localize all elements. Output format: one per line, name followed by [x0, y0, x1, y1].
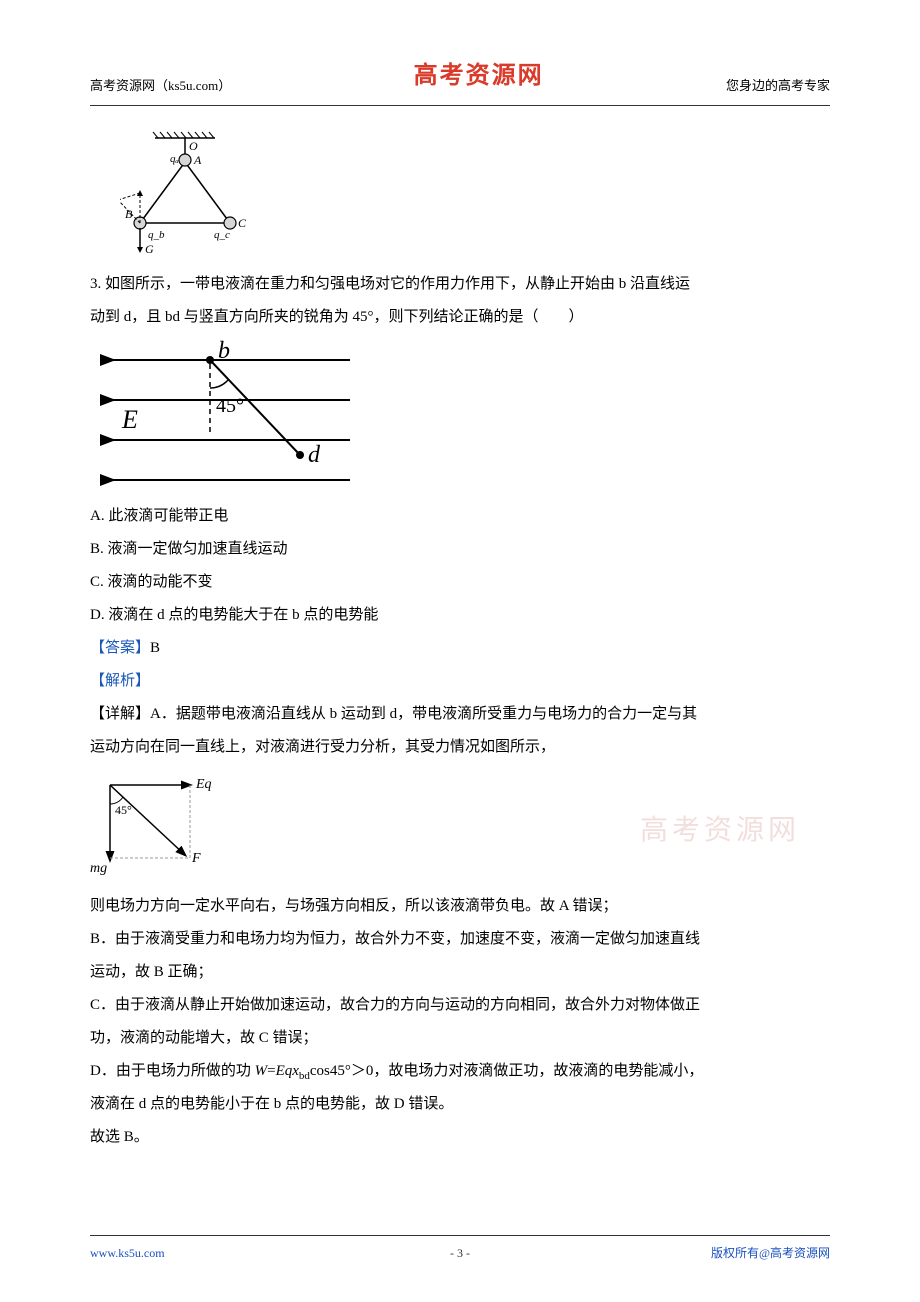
svg-text:E: E	[121, 405, 138, 434]
q3-detail-d1: D．由于电场力所做的功 W=Eqxbdcos45°＞0，故电场力对液滴做正功，故…	[90, 1055, 830, 1088]
figure-force: Eq mg F 45°	[90, 770, 830, 880]
answer-label: 【答案】	[90, 640, 150, 656]
svg-text:45°: 45°	[115, 803, 132, 817]
q3-option-a: A. 此液滴可能带正电	[90, 500, 830, 533]
q3-final: 故选 B。	[90, 1121, 830, 1154]
d-W: W	[255, 1063, 268, 1079]
page-header: 高考资源网（ks5u.com） 高考资源网 您身边的高考专家	[90, 48, 830, 106]
d-eq: =	[267, 1063, 275, 1079]
answer-value: B	[150, 640, 160, 656]
footer-page-number: - 3 -	[450, 1240, 470, 1266]
d-sub: bd	[299, 1070, 310, 1082]
page-footer: www.ks5u.com - 3 - 版权所有@高考资源网	[90, 1235, 830, 1266]
header-right: 您身边的高考专家	[726, 72, 830, 101]
q3-answer: 【答案】B	[90, 632, 830, 665]
q3-detail-a-conclude: 则电场力方向一定水平向右，与场强方向相反，所以该液滴带负电。故 A 错误；	[90, 890, 830, 923]
svg-text:Eq: Eq	[195, 777, 212, 792]
q3-detail-d2: 液滴在 d 点的电势能小于在 b 点的电势能，故 D 错误。	[90, 1088, 830, 1121]
q3-detail-b2: 运动，故 B 正确；	[90, 956, 830, 989]
q3-option-c: C. 液滴的动能不变	[90, 566, 830, 599]
svg-text:A: A	[193, 153, 202, 167]
q3-detail-c2: 功，液滴的动能增大，故 C 错误；	[90, 1022, 830, 1055]
q3-detail-a2: 运动方向在同一直线上，对液滴进行受力分析，其受力情况如图所示，	[90, 731, 830, 764]
q3-option-d: D. 液滴在 d 点的电势能大于在 b 点的电势能	[90, 599, 830, 632]
svg-text:G: G	[145, 242, 154, 256]
svg-text:q_c: q_c	[214, 229, 230, 241]
svg-text:mg: mg	[90, 861, 107, 876]
header-left: 高考资源网（ks5u.com）	[90, 72, 231, 101]
svg-text:45°: 45°	[216, 395, 244, 417]
q3-stem-line2: 动到 d，且 bd 与竖直方向所夹的锐角为 45°，则下列结论正确的是（ ）	[90, 301, 830, 334]
svg-text:C: C	[238, 216, 247, 230]
figure-field: E b d 45°	[100, 340, 830, 490]
detail-label: 【详解】	[90, 706, 150, 722]
svg-text:F: F	[191, 851, 201, 866]
d-prefix: D．由于电场力所做的功	[90, 1063, 255, 1079]
svg-text:b: b	[218, 340, 230, 364]
q3-detail-c1: C．由于液滴从静止开始做加速运动，故合力的方向与运动的方向相同，故合外力对物体做…	[90, 989, 830, 1022]
q3-analysis-label: 【解析】	[90, 665, 830, 698]
d-suffix: ，故电场力对液滴做正功，故液滴的电势能减小，	[373, 1063, 703, 1079]
q3-option-b: B. 液滴一定做匀加速直线运动	[90, 533, 830, 566]
footer-url: www.ks5u.com	[90, 1240, 165, 1266]
d-Eqx: Eqx	[276, 1063, 299, 1079]
figure-triangle: O A qₐ B C q_b q_c	[120, 128, 830, 258]
q3-stem-line1: 3. 如图所示，一带电液滴在重力和匀强电场对它的作用力作用下，从静止开始由 b …	[90, 268, 830, 301]
detail-a-text1: A．据题带电液滴沿直线从 b 运动到 d，带电液滴所受重力与电场力的合力一定与其	[150, 706, 697, 722]
svg-text:q_b: q_b	[148, 229, 165, 241]
q3-detail-a1: 【详解】A．据题带电液滴沿直线从 b 运动到 d，带电液滴所受重力与电场力的合力…	[90, 698, 830, 731]
d-cos: cos45°＞0	[310, 1063, 374, 1079]
q3-detail-b1: B．由于液滴受重力和电场力均为恒力，故合外力不变，加速度不变，液滴一定做匀加速直…	[90, 923, 830, 956]
svg-text:d: d	[308, 442, 321, 468]
svg-text:O: O	[189, 139, 198, 153]
analysis-label: 【解析】	[90, 673, 150, 689]
svg-text:qₐ: qₐ	[170, 153, 179, 165]
header-center-logo: 高考资源网	[414, 50, 544, 103]
footer-copyright: 版权所有@高考资源网	[711, 1240, 830, 1266]
